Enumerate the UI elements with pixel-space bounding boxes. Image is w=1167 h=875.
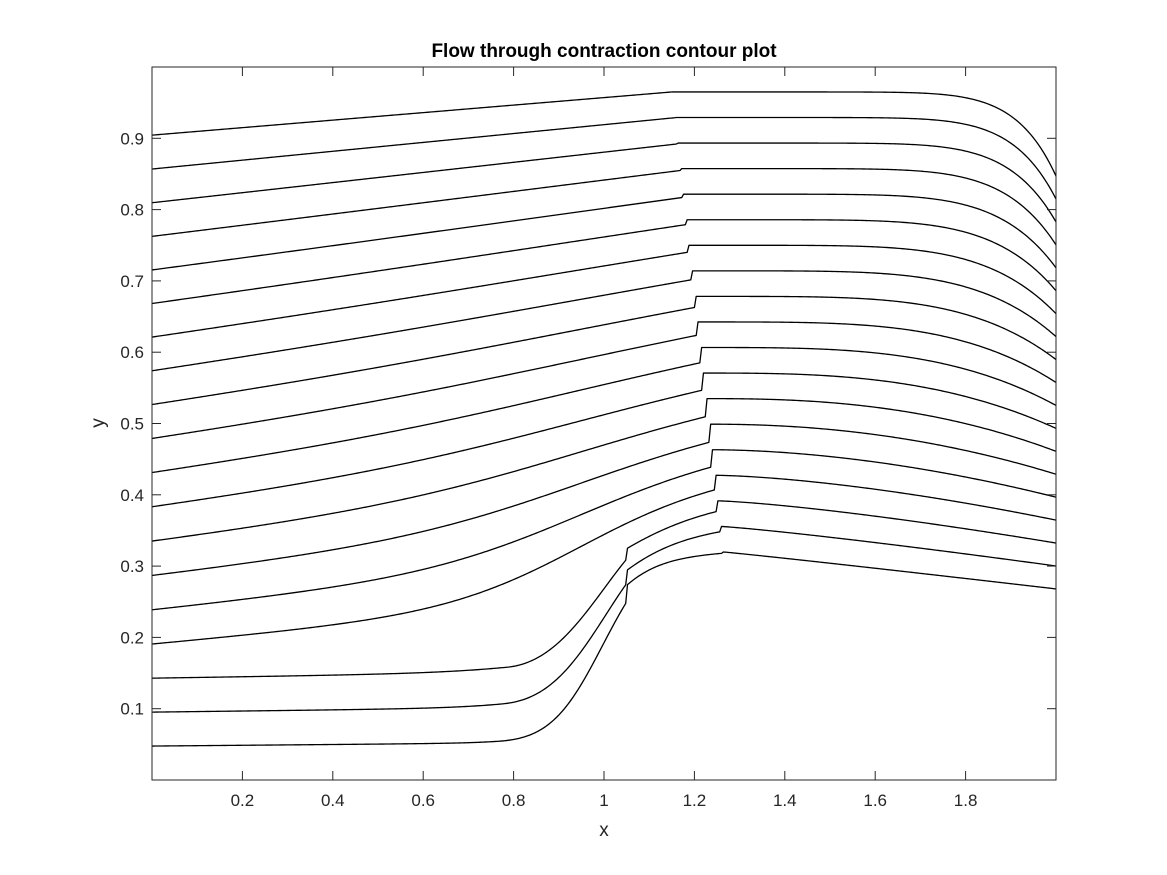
y-tick-label: 0.1 — [120, 700, 144, 719]
x-axis-label: x — [599, 820, 609, 841]
x-tick-label: 1.4 — [773, 791, 797, 810]
y-tick-label: 0.2 — [120, 628, 144, 647]
y-axis-label: y — [88, 418, 109, 428]
x-tick-label: 0.2 — [231, 791, 255, 810]
contour-line — [151, 142, 1057, 223]
contour-line — [151, 346, 1057, 474]
chart-title: Flow through contraction contour plot — [431, 41, 777, 62]
contour-line — [151, 321, 1057, 440]
y-tick-label: 0.3 — [120, 557, 144, 576]
x-tick-label: 1.8 — [954, 791, 978, 810]
contour-line — [151, 91, 1057, 177]
axis-ticks — [152, 67, 1056, 780]
tick-labels: 0.2 0.4 0.6 0.8 1 1.2 1.4 1.6 1.8 0.1 0.2 0.3 0.4 0.5… — [120, 129, 977, 810]
x-tick-label: 1.6 — [863, 791, 887, 810]
x-tick-label: 0.6 — [411, 791, 435, 810]
contour-line — [151, 116, 1057, 200]
y-tick-label: 0.8 — [120, 201, 144, 220]
contour-line — [151, 270, 1057, 372]
contour-lines — [151, 91, 1057, 747]
y-tick-label: 0.4 — [120, 486, 144, 505]
y-tick-label: 0.6 — [120, 343, 144, 362]
x-tick-label: 1.2 — [683, 791, 707, 810]
contour-line — [151, 295, 1057, 406]
contour-line — [151, 167, 1057, 246]
contour-line — [151, 397, 1057, 542]
contour-line — [151, 219, 1057, 305]
x-tick-label: 1 — [599, 791, 608, 810]
contour-line — [151, 525, 1057, 713]
plot-area-box — [151, 66, 1057, 781]
contour-line — [151, 449, 1057, 611]
contour-line — [151, 193, 1057, 271]
contour-line — [151, 372, 1057, 508]
y-tick-label: 0.7 — [120, 272, 144, 291]
contour-line — [151, 244, 1057, 338]
y-tick-label: 0.5 — [120, 415, 144, 434]
y-tick-label: 0.9 — [120, 129, 144, 148]
x-tick-label: 0.4 — [321, 791, 345, 810]
x-tick-label: 0.8 — [502, 791, 526, 810]
contour-line — [151, 423, 1057, 577]
contour-line — [151, 500, 1057, 679]
contour-line — [151, 474, 1057, 645]
contour-line — [151, 551, 1057, 747]
